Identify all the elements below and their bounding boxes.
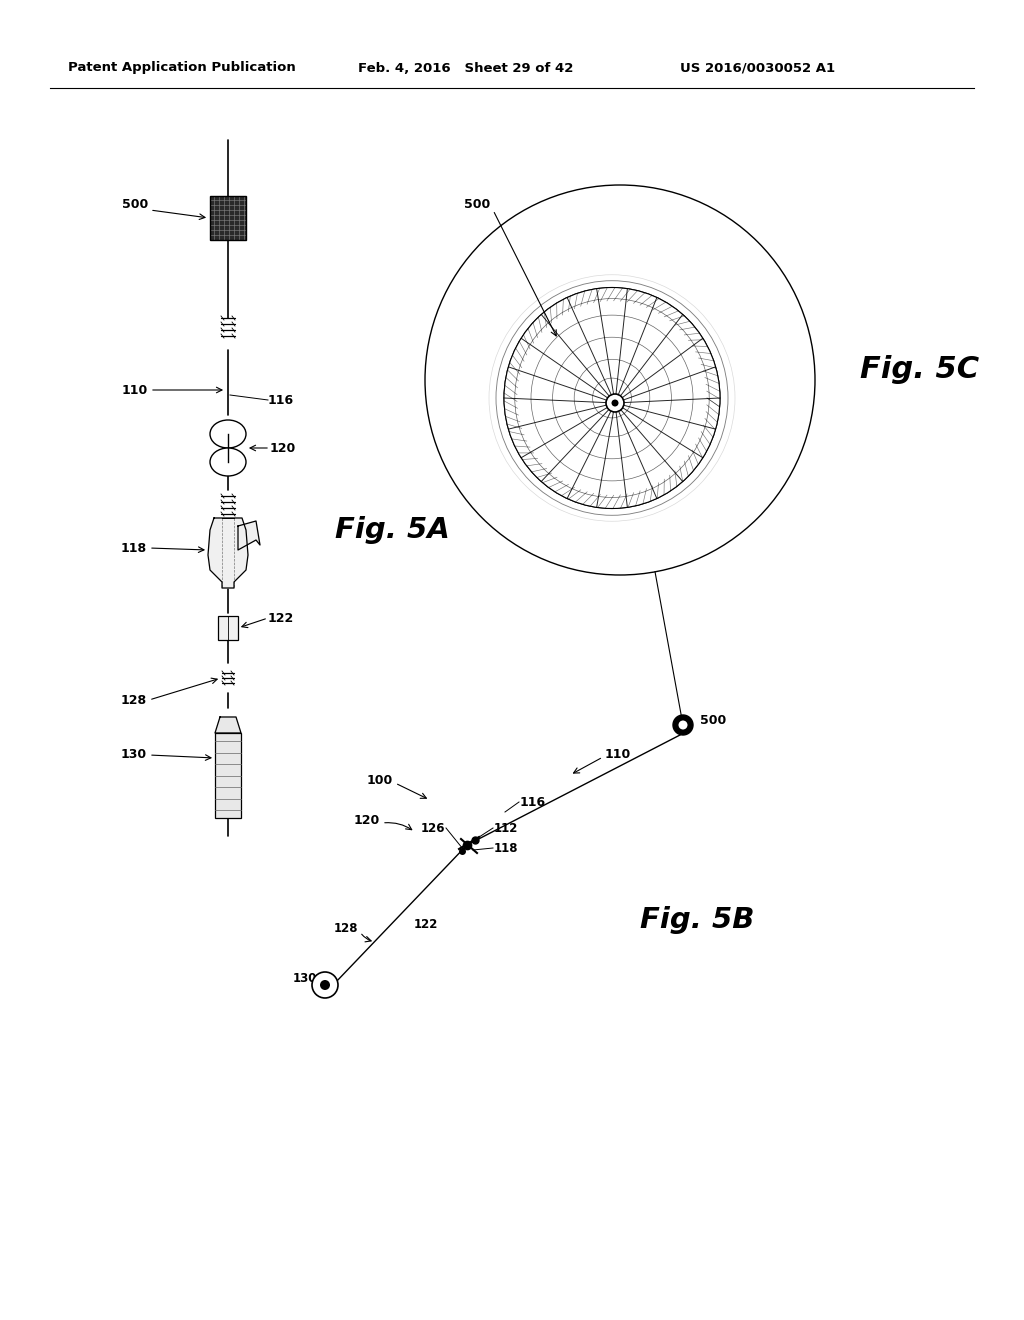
Text: 122: 122: [414, 919, 438, 932]
Text: 500: 500: [122, 198, 148, 211]
Text: 116: 116: [520, 796, 546, 808]
Ellipse shape: [504, 288, 720, 508]
Bar: [218, 616, 238, 640]
Text: 120: 120: [353, 813, 380, 826]
Text: 118: 118: [121, 541, 147, 554]
Bar: [210, 195, 246, 240]
Ellipse shape: [210, 447, 246, 477]
Text: 110: 110: [122, 384, 148, 396]
Ellipse shape: [210, 420, 246, 447]
Text: 112: 112: [494, 821, 518, 834]
Circle shape: [312, 972, 338, 998]
Text: 126: 126: [421, 821, 445, 834]
Circle shape: [319, 979, 330, 990]
Circle shape: [679, 721, 687, 730]
Text: 110: 110: [605, 748, 631, 762]
Text: 128: 128: [334, 921, 358, 935]
Polygon shape: [215, 717, 241, 733]
Text: 500: 500: [700, 714, 726, 726]
Circle shape: [611, 400, 618, 407]
Text: 120: 120: [270, 441, 296, 454]
Text: Fig. 5C: Fig. 5C: [860, 355, 979, 384]
Text: 116: 116: [268, 393, 294, 407]
Text: 500: 500: [464, 198, 490, 211]
Polygon shape: [208, 517, 248, 587]
Text: 130: 130: [121, 748, 147, 762]
Polygon shape: [238, 521, 260, 550]
Bar: [215, 733, 241, 818]
Text: 128: 128: [121, 693, 147, 706]
Text: US 2016/0030052 A1: US 2016/0030052 A1: [680, 62, 836, 74]
Circle shape: [673, 715, 693, 735]
Text: 100: 100: [367, 774, 393, 787]
Circle shape: [606, 393, 624, 412]
Text: Fig. 5B: Fig. 5B: [640, 906, 755, 935]
Text: 118: 118: [494, 842, 518, 854]
Text: 122: 122: [268, 611, 294, 624]
Text: Patent Application Publication: Patent Application Publication: [68, 62, 296, 74]
Text: Feb. 4, 2016   Sheet 29 of 42: Feb. 4, 2016 Sheet 29 of 42: [358, 62, 573, 74]
Text: 130: 130: [293, 972, 317, 985]
Text: Fig. 5A: Fig. 5A: [335, 516, 450, 544]
